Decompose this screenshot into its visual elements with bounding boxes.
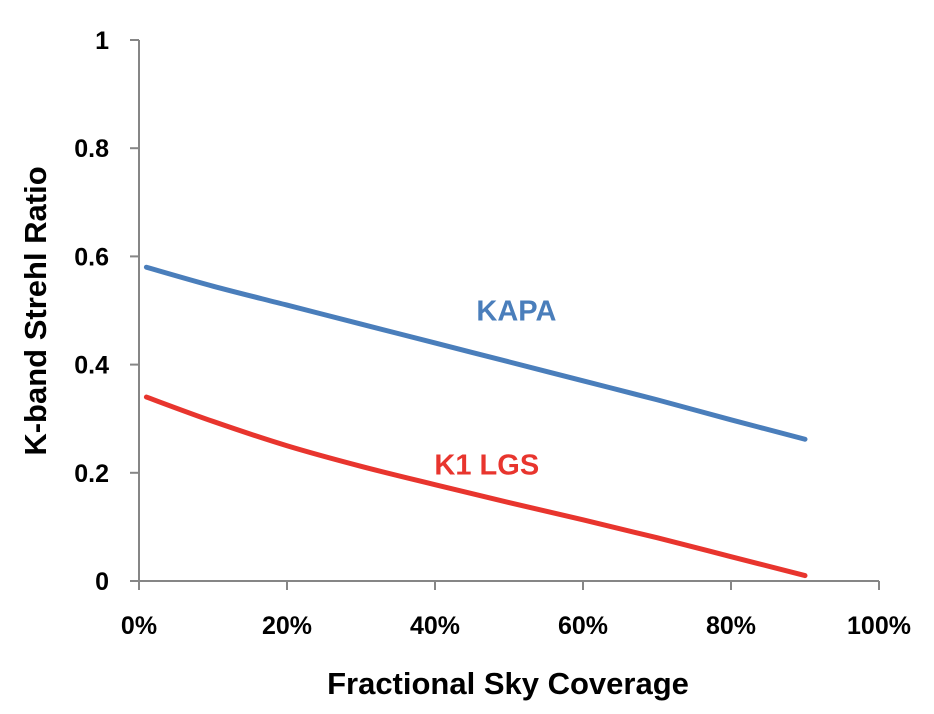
- y-tick-label: 0.8: [74, 135, 109, 163]
- series: [143, 264, 808, 579]
- x-tick-label: 60%: [558, 612, 608, 640]
- y-tick-label: 0: [95, 568, 109, 596]
- y-tick-label: 0.6: [74, 243, 109, 271]
- y-tick-label: 0.4: [74, 352, 109, 380]
- x-tick-label: 0%: [121, 612, 157, 640]
- tick-labels: 0 0.2 0.4 0.6 0.8 1 0% 20% 40% 60% 80% 100%: [74, 27, 911, 640]
- y-tick-label: 0.2: [74, 460, 109, 488]
- y-tick-label: 1: [95, 27, 109, 55]
- y-axis-title: K-band Strehl Ratio: [18, 166, 53, 455]
- x-tick-label: 20%: [262, 612, 312, 640]
- series-label-kapa: KAPA: [476, 296, 556, 328]
- series-line-kapa: [143, 264, 808, 442]
- x-tick-label: 80%: [706, 612, 756, 640]
- series-labels: KAPA K1 LGS: [434, 296, 556, 482]
- x-tick-label: 100%: [847, 612, 911, 640]
- series-label-k1-lgs: K1 LGS: [434, 450, 539, 482]
- series-line-k1-lgs: [143, 394, 808, 579]
- x-tick-label: 40%: [410, 612, 460, 640]
- axes: [130, 39, 880, 590]
- x-axis-title: Fractional Sky Coverage: [327, 666, 689, 701]
